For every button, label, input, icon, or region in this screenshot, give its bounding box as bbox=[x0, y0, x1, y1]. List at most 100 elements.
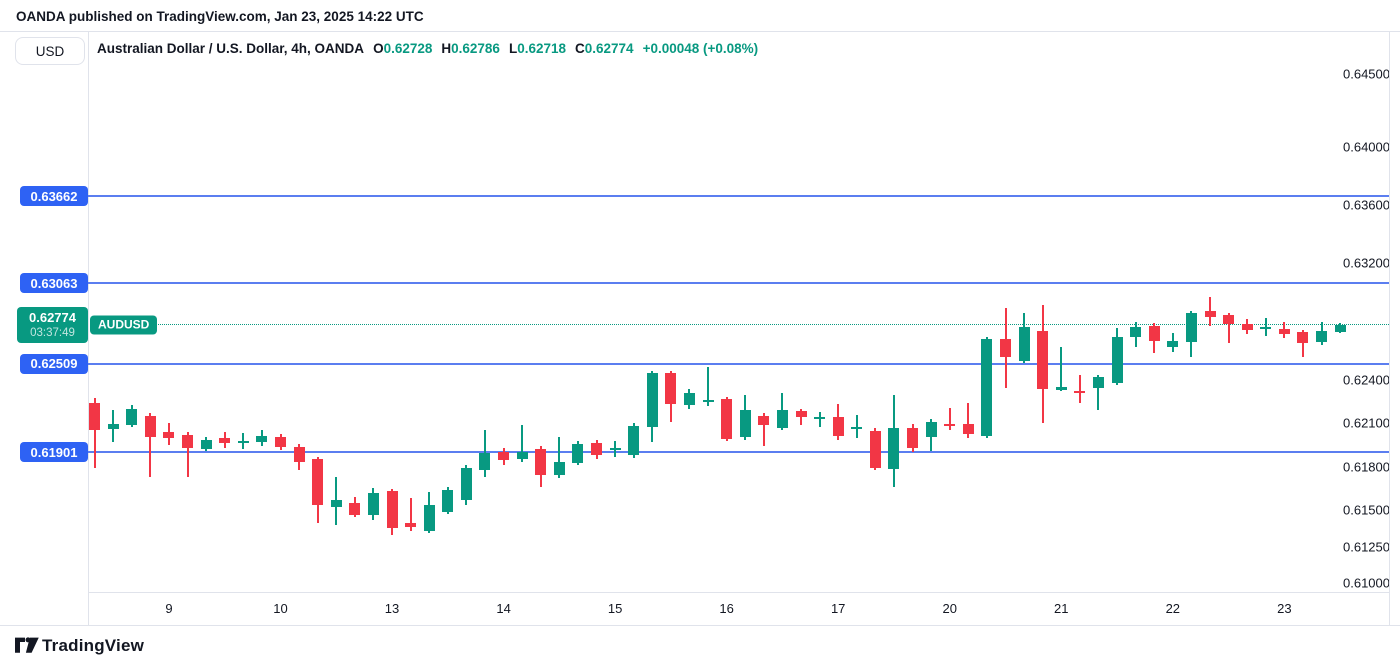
time-axis-label: 9 bbox=[165, 601, 173, 616]
footer-divider bbox=[0, 625, 1400, 626]
candle-wick bbox=[1060, 346, 1063, 391]
candle bbox=[1074, 390, 1086, 393]
candle bbox=[163, 431, 175, 438]
candle bbox=[1260, 326, 1272, 329]
footer: TradingView bbox=[0, 626, 1400, 672]
level-price-badge: 0.63063 bbox=[20, 273, 88, 294]
high-value: 0.62786 bbox=[451, 41, 500, 56]
bar-countdown: 03:37:49 bbox=[30, 327, 75, 340]
price-tick-label: 0.64500 bbox=[1343, 66, 1390, 82]
candle bbox=[776, 410, 788, 428]
candle-wick bbox=[149, 412, 152, 478]
time-axis-label: 23 bbox=[1277, 601, 1292, 616]
close-value: 0.62774 bbox=[584, 41, 634, 56]
candle bbox=[182, 435, 194, 448]
tradingview-logo-icon[interactable] bbox=[15, 637, 40, 656]
candle bbox=[888, 427, 900, 470]
candle bbox=[1111, 336, 1123, 383]
candle bbox=[646, 372, 658, 427]
price-tick-label: 0.61800 bbox=[1343, 459, 1390, 475]
horizontal-line-drawing[interactable] bbox=[88, 195, 1389, 198]
candle bbox=[219, 437, 231, 444]
time-axis-label: 17 bbox=[830, 601, 846, 616]
time-axis-label: 22 bbox=[1165, 601, 1181, 616]
horizontal-line-drawing[interactable] bbox=[88, 282, 1389, 285]
candle bbox=[1241, 323, 1253, 330]
candle bbox=[981, 338, 993, 437]
candle-wick bbox=[707, 366, 710, 406]
candle bbox=[591, 443, 603, 455]
candle-wick bbox=[1227, 312, 1230, 344]
candle bbox=[405, 522, 417, 527]
level-price-badge: 0.62509 bbox=[20, 353, 88, 374]
tradingview-brand-text[interactable]: TradingView bbox=[42, 636, 145, 655]
change-value: +0.00048 (+0.08%) bbox=[642, 41, 759, 56]
price-tick-label: 0.61500 bbox=[1343, 502, 1390, 518]
candle-wick bbox=[855, 414, 858, 438]
candle bbox=[126, 409, 138, 425]
candle bbox=[1130, 326, 1142, 337]
candle-wick bbox=[948, 408, 951, 430]
candle bbox=[293, 446, 305, 463]
candle bbox=[739, 410, 751, 437]
candle bbox=[814, 416, 826, 419]
candle-wick bbox=[1078, 375, 1081, 403]
candle-wick bbox=[186, 431, 189, 478]
candle bbox=[944, 423, 956, 427]
candle bbox=[498, 452, 510, 461]
price-tick-label: 0.61250 bbox=[1343, 539, 1390, 555]
close-label: C bbox=[575, 41, 585, 56]
candle bbox=[1297, 331, 1309, 344]
currency-unit-button[interactable]: USD bbox=[15, 37, 85, 65]
price-tick-label: 0.63600 bbox=[1343, 197, 1390, 213]
candle bbox=[1334, 325, 1346, 332]
level-price-badge: 0.61901 bbox=[20, 442, 88, 463]
high-label: H bbox=[441, 41, 452, 56]
candle bbox=[609, 447, 621, 450]
candle bbox=[851, 426, 863, 429]
header-divider bbox=[0, 31, 1400, 32]
candle bbox=[330, 500, 342, 507]
candle bbox=[628, 426, 640, 455]
candle bbox=[107, 423, 119, 429]
candle bbox=[312, 459, 324, 505]
horizontal-line-drawing[interactable] bbox=[88, 451, 1389, 454]
candle bbox=[1278, 328, 1290, 335]
candle-wick bbox=[521, 425, 524, 463]
candle bbox=[275, 436, 286, 447]
candle bbox=[535, 448, 547, 475]
candle bbox=[869, 430, 881, 468]
candle bbox=[144, 415, 156, 437]
axis-separator-left bbox=[88, 31, 89, 626]
level-price-badge: 0.63662 bbox=[20, 186, 88, 207]
candle-wick bbox=[409, 497, 412, 531]
chart-right-border bbox=[1389, 31, 1390, 626]
price-tick-label: 0.62100 bbox=[1343, 415, 1390, 431]
time-axis-label: 20 bbox=[942, 601, 957, 616]
candle bbox=[683, 392, 695, 405]
time-axis-top-border bbox=[88, 592, 1390, 593]
time-axis-label: 21 bbox=[1054, 601, 1069, 616]
candle bbox=[516, 452, 528, 459]
candle-wick bbox=[558, 436, 561, 479]
candle bbox=[1018, 326, 1030, 361]
candle-wick bbox=[967, 402, 970, 438]
candle bbox=[1316, 330, 1328, 342]
candle bbox=[572, 444, 584, 464]
horizontal-line-drawing[interactable] bbox=[88, 362, 1389, 365]
candle bbox=[442, 489, 454, 512]
candle-wick bbox=[762, 412, 765, 446]
candle bbox=[1092, 377, 1104, 388]
candle bbox=[89, 403, 101, 430]
low-value: 0.62718 bbox=[517, 41, 567, 56]
candle bbox=[1167, 341, 1179, 347]
candle bbox=[832, 416, 844, 437]
symbol-price-tag: AUDUSD bbox=[90, 315, 158, 335]
price-tick-label: 0.62400 bbox=[1343, 372, 1390, 388]
candle bbox=[1223, 314, 1235, 324]
candle-wick bbox=[93, 397, 96, 469]
candle bbox=[721, 398, 733, 439]
price-tick-label: 0.61000 bbox=[1343, 575, 1390, 591]
symbol-legend[interactable]: Australian Dollar / U.S. Dollar, 4h, OAN… bbox=[97, 41, 758, 56]
